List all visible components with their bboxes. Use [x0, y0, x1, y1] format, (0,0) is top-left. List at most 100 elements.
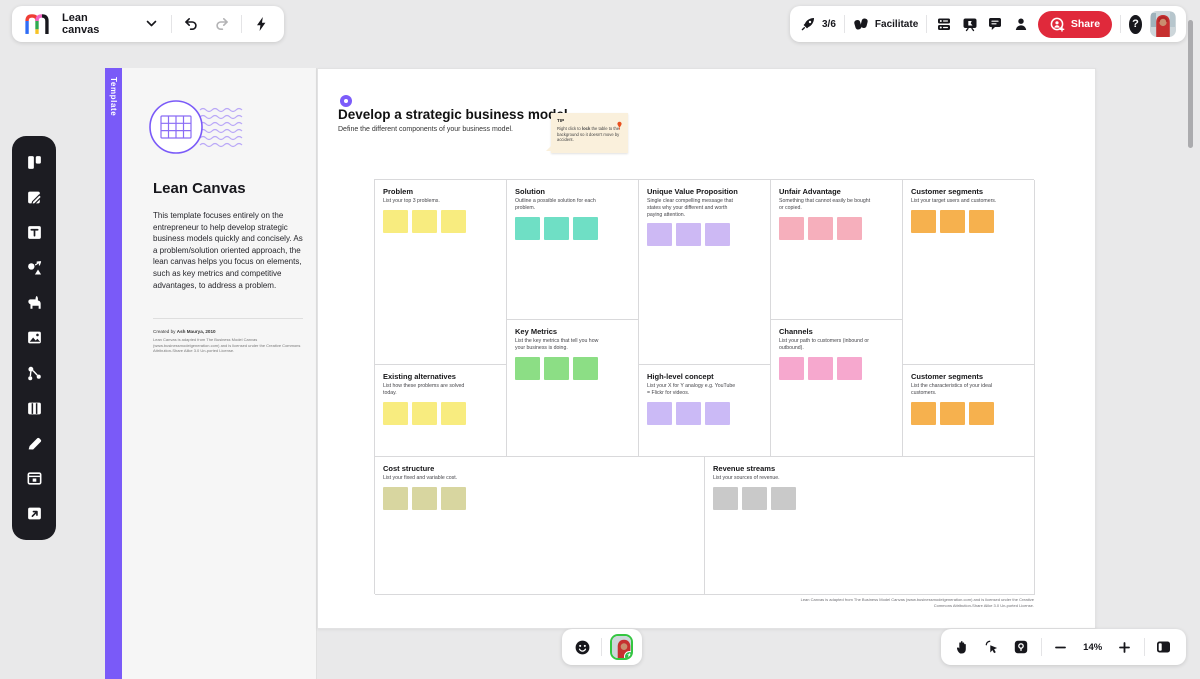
- sticky-note[interactable]: [412, 401, 437, 425]
- canvas-cell-key-metrics[interactable]: Key Metrics List the key metrics that te…: [507, 320, 639, 457]
- sticky-note[interactable]: [940, 209, 965, 233]
- sticky-note[interactable]: [705, 401, 730, 425]
- export-icon[interactable]: [19, 499, 49, 529]
- canvas-cell-cost-structure[interactable]: Cost structure List your fixed and varia…: [375, 457, 705, 595]
- cell-desc: Single clear compelling message that sta…: [647, 198, 733, 218]
- sticky-note[interactable]: [412, 209, 437, 233]
- vertical-scrollbar[interactable]: [1188, 20, 1193, 148]
- zoom-out-icon[interactable]: [1051, 634, 1071, 660]
- undo-icon[interactable]: [180, 11, 202, 37]
- cell-desc: List how these problems are solved today…: [383, 383, 465, 396]
- sticky-note-icon[interactable]: [19, 182, 49, 212]
- template-description: This template focuses entirely on the en…: [153, 211, 303, 290]
- canvas-subheading[interactable]: Define the different components of your …: [338, 126, 513, 133]
- locate-map-icon[interactable]: [1011, 634, 1031, 660]
- sticky-note[interactable]: [676, 223, 701, 247]
- help-icon[interactable]: ?: [1129, 14, 1142, 34]
- frames-icon[interactable]: [19, 464, 49, 494]
- canvas-cell-unique-value-proposition[interactable]: Unique Value Proposition Single clear co…: [639, 180, 771, 365]
- board-name[interactable]: Lean canvas: [62, 12, 100, 36]
- canvas-cell-unfair-advantage[interactable]: Unfair Advantage Something that cannot e…: [771, 180, 903, 320]
- image-icon[interactable]: [19, 323, 49, 353]
- facilitation-marker[interactable]: [340, 95, 352, 107]
- sticky-note[interactable]: [771, 486, 796, 510]
- sticky-note[interactable]: [969, 209, 994, 233]
- cell-desc: List the characteristics of your ideal c…: [911, 383, 993, 396]
- zoom-level[interactable]: 14%: [1083, 641, 1103, 653]
- share-button[interactable]: Share: [1037, 10, 1113, 38]
- sticky-note[interactable]: [515, 216, 540, 240]
- sticky-note[interactable]: [837, 356, 862, 380]
- sticky-note[interactable]: [647, 223, 672, 247]
- sticky-note[interactable]: [808, 356, 833, 380]
- canvas-cell-problem[interactable]: Problem List your top 3 problems.: [375, 180, 507, 365]
- divider: [153, 318, 303, 319]
- sticky-note[interactable]: [441, 401, 466, 425]
- pan-hand-icon[interactable]: [953, 634, 973, 660]
- emoji-reaction-icon[interactable]: [571, 634, 593, 660]
- select-cursor-icon[interactable]: [982, 634, 1002, 660]
- canvas-cell-solution[interactable]: Solution Outline a possible solution for…: [507, 180, 639, 320]
- outline-progress-button[interactable]: 3/6: [800, 16, 836, 32]
- sticky-note[interactable]: [705, 223, 730, 247]
- sticky-note[interactable]: [808, 216, 833, 240]
- sticky-note[interactable]: [515, 356, 540, 380]
- mural-canvas[interactable]: Develop a strategic business model Defin…: [317, 68, 1096, 629]
- text-icon[interactable]: [19, 217, 49, 247]
- llama-icon[interactable]: [19, 288, 49, 318]
- sticky-note[interactable]: [441, 486, 466, 510]
- sticky-note[interactable]: [383, 209, 408, 233]
- canvas-heading[interactable]: Develop a strategic business model: [338, 107, 568, 122]
- present-icon[interactable]: [961, 11, 979, 37]
- outline-list-icon[interactable]: [935, 11, 953, 37]
- canvas-cell-revenue-streams[interactable]: Revenue streams List your sources of rev…: [705, 457, 1035, 595]
- sticky-note[interactable]: [441, 209, 466, 233]
- sticky-note[interactable]: [544, 216, 569, 240]
- lean-canvas-table[interactable]: Problem List your top 3 problems. Soluti…: [374, 179, 1035, 595]
- sticky-note[interactable]: [940, 401, 965, 425]
- cell-title: Cost structure: [383, 464, 435, 473]
- canvas-cell-channels[interactable]: Channels List your path to customers (in…: [771, 320, 903, 457]
- template-tab[interactable]: Template: [105, 68, 122, 679]
- minimap-icon[interactable]: [1154, 634, 1174, 660]
- canvas-cell-customer-segments[interactable]: Customer segments List your target users…: [903, 180, 1035, 365]
- tip-sticky[interactable]: TIP Right click to lock the table to the…: [546, 113, 628, 153]
- sticky-note[interactable]: [713, 486, 738, 510]
- sticky-note[interactable]: [911, 401, 936, 425]
- sticky-note[interactable]: [412, 486, 437, 510]
- board-menu-chevron-down-icon[interactable]: [141, 11, 163, 37]
- shapes-icon[interactable]: [19, 253, 49, 283]
- template-panel: Lean Canvas This template focuses entire…: [122, 68, 317, 679]
- sticky-note[interactable]: [544, 356, 569, 380]
- sticky-note[interactable]: [911, 209, 936, 233]
- quick-actions-bolt-icon[interactable]: [250, 11, 272, 37]
- zoom-in-icon[interactable]: [1115, 634, 1135, 660]
- canvas-cell-existing-alternatives[interactable]: Existing alternatives List how these pro…: [375, 365, 507, 457]
- sticky-note[interactable]: [573, 216, 598, 240]
- sticky-note[interactable]: [647, 401, 672, 425]
- facilitate-button[interactable]: Facilitate: [853, 16, 918, 32]
- table-icon[interactable]: [19, 393, 49, 423]
- draw-icon[interactable]: [19, 428, 49, 458]
- sticky-note[interactable]: [779, 356, 804, 380]
- rocket-icon: [800, 16, 816, 32]
- sticky-note[interactable]: [779, 216, 804, 240]
- redo-icon[interactable]: [210, 11, 232, 37]
- facilitator-avatar[interactable]: ★: [610, 634, 633, 660]
- template-tab-label: Template: [109, 77, 118, 117]
- participants-icon[interactable]: [1012, 11, 1030, 37]
- top-left-toolbar: Lean canvas: [12, 6, 284, 42]
- sticky-note[interactable]: [383, 486, 408, 510]
- sticky-note[interactable]: [837, 216, 862, 240]
- comments-icon[interactable]: [987, 11, 1005, 37]
- sticky-note[interactable]: [676, 401, 701, 425]
- connector-icon[interactable]: [19, 358, 49, 388]
- canvas-cell-high-level-concept[interactable]: High-level concept List your X for Y ana…: [639, 365, 771, 457]
- sticky-note[interactable]: [573, 356, 598, 380]
- sticky-note[interactable]: [969, 401, 994, 425]
- layouts-icon[interactable]: [19, 147, 49, 177]
- user-avatar[interactable]: [1149, 11, 1176, 37]
- sticky-note[interactable]: [742, 486, 767, 510]
- canvas-cell-customer-segments-2[interactable]: Customer segments List the characteristi…: [903, 365, 1035, 457]
- sticky-note[interactable]: [383, 401, 408, 425]
